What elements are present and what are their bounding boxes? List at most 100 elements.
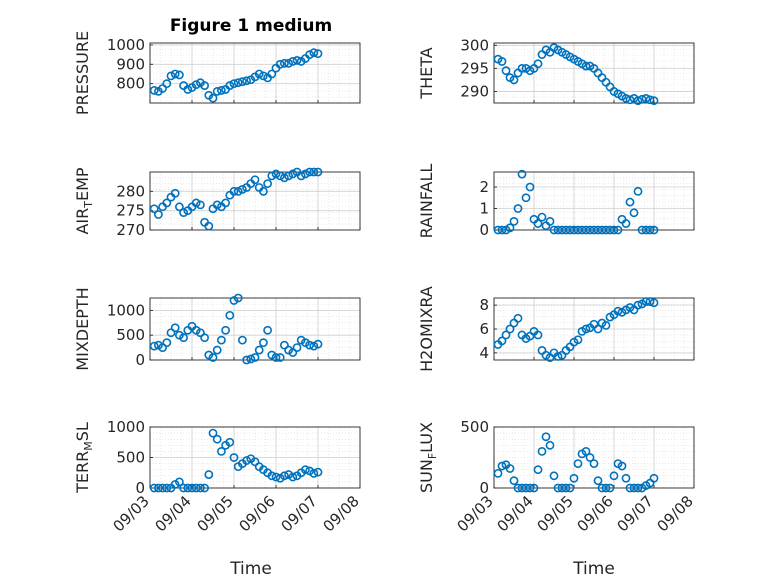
data-point [170,323,180,333]
data-point [279,58,289,68]
data-point [517,169,527,179]
y-tick-label: 500 [116,449,145,467]
data-point [229,453,239,462]
data-point [501,330,511,340]
y-tick-label: 1 [479,200,489,218]
data-point [158,343,167,352]
data-point [601,483,611,493]
data-point [633,186,643,196]
x-axis-label-left: Time [229,559,272,579]
data-point [195,483,205,493]
x-tick-label: 09/08 [654,492,697,535]
data-point [204,470,214,479]
axes-box [493,426,695,489]
x-tick-label: 09/05 [194,492,237,535]
data-point [521,193,531,203]
y-tick-label: 900 [116,55,145,73]
data-point [267,471,277,481]
subplot-h2omixra: 4 6 8 H2OMIXRA [417,286,695,372]
data-point [284,58,293,68]
data-point [313,167,323,177]
data-point [585,453,595,462]
data-point [216,86,226,95]
y-axis-label: RAINFALL [417,164,436,239]
data-point [497,57,507,66]
data-point [263,325,272,335]
data-point [501,66,511,76]
data-point [537,212,547,222]
data-point [288,169,298,179]
axes-box [493,42,695,104]
data-point [581,61,591,71]
data-point [229,186,239,196]
data-point [517,63,527,73]
data-point [267,69,277,79]
data-point [246,354,256,364]
data-point [275,59,285,69]
data-point [242,355,251,365]
data-point [549,471,559,481]
data-point [633,300,643,310]
data-point [200,483,209,493]
data-point [573,335,583,345]
y-tick-label: 0 [135,351,145,369]
data-point [212,86,222,96]
data-point [509,476,519,486]
data-point [597,73,607,83]
data-point [629,208,639,218]
data-point [537,446,547,456]
data-point [649,473,659,483]
data-point [509,217,519,226]
x-tick-label: 09/03 [454,492,497,535]
data-point [174,477,184,487]
data-point [275,353,285,362]
data-point [313,339,323,349]
data-point [593,476,603,486]
y-axis-label: H2OMIXRA [417,286,436,372]
data-point [513,204,523,213]
data-point [649,225,659,235]
data-point [609,225,619,235]
data-point [288,348,298,357]
y-axis-label: TERRMSL [73,422,95,494]
data-point [170,69,180,79]
data-point [309,48,319,58]
y-axis-label: MIXDEPTH [73,287,92,370]
data-point [208,428,218,438]
y-tick-label: 275 [116,202,145,220]
x-axis-label-right: Time [572,559,615,579]
y-tick-label: 2 [479,178,489,196]
data-point [617,461,627,471]
data-point [225,310,235,320]
data-point [525,182,535,192]
data-point [525,483,535,493]
data-point [258,338,268,348]
data-point [593,324,603,334]
data-point [533,59,543,69]
data-point [162,338,172,348]
x-tick-label: 09/05 [534,492,577,535]
data-point [605,483,615,493]
data-point [162,483,172,493]
data-point [242,76,251,86]
data-point [613,306,623,316]
y-axis-label: THETA [417,47,436,99]
data-point [271,472,281,482]
data-point [204,221,214,231]
x-tick-label: 09/06 [574,492,617,535]
data-point [621,473,631,483]
x-tick-label: 09/07 [614,492,657,535]
data-point [179,483,188,493]
data-point [313,49,323,59]
data-point [641,297,651,306]
data-point [529,483,539,493]
y-tick-label: 295 [460,59,489,77]
axes-box [149,42,361,104]
data-point [625,197,635,207]
data-point [505,464,515,473]
data-point [174,202,184,212]
data-point [493,468,503,478]
data-point [533,465,543,475]
data-point [300,465,310,475]
